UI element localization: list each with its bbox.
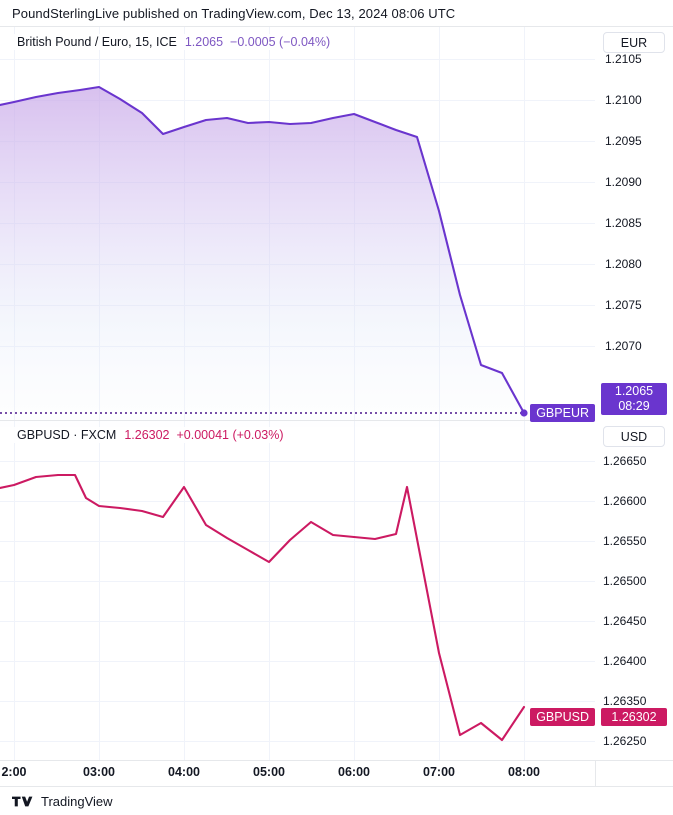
usd-currency-pill[interactable]: USD xyxy=(603,426,665,447)
price-axis: EUR 1.2105 1.2100 1.2095 1.2090 1.2085 1… xyxy=(595,27,673,787)
horizontal-gridline xyxy=(0,541,595,542)
usd-tick: 1.26250 xyxy=(603,734,647,748)
eur-tick: 1.2090 xyxy=(605,175,642,189)
eur-tick: 1.2100 xyxy=(605,93,642,107)
usd-price-badge: 1.26302 xyxy=(601,708,667,726)
eur-price-badge-time: 08:29 xyxy=(618,399,650,413)
gbpeur-legend: British Pound / Euro, 15, ICE 1.2065 −0.… xyxy=(14,34,334,50)
time-label: 04:00 xyxy=(168,765,200,779)
usd-tick: 1.26600 xyxy=(603,494,647,508)
time-label: 2:00 xyxy=(1,765,27,779)
horizontal-gridline xyxy=(0,661,595,662)
horizontal-gridline xyxy=(0,621,595,622)
horizontal-gridline xyxy=(0,461,595,462)
gbpusd-series-tag: GBPUSD xyxy=(530,708,595,726)
gbpeur-last-point xyxy=(520,409,528,417)
horizontal-gridline xyxy=(0,741,595,742)
usd-tick: 1.26500 xyxy=(603,574,647,588)
eur-tick: 1.2095 xyxy=(605,134,642,148)
time-label: 07:00 xyxy=(423,765,455,779)
usd-tick: 1.26650 xyxy=(603,454,647,468)
gbpeur-legend-change: −0.0005 (−0.04%) xyxy=(230,35,331,49)
usd-tick: 1.26400 xyxy=(603,654,647,668)
eur-price-badge: 1.2065 08:29 xyxy=(601,383,667,415)
tradingview-logo-icon xyxy=(12,795,34,808)
time-label: 05:00 xyxy=(253,765,285,779)
gbpusd-legend-title: GBPUSD · FXCM xyxy=(17,428,117,442)
time-label: 08:00 xyxy=(508,765,540,779)
plot-area: GBPEUR GBPUSD British Pound / Euro, 15, … xyxy=(0,27,595,787)
time-axis: 2:00 03:00 04:00 05:00 06:00 07:00 08:00 xyxy=(0,760,673,787)
gbpusd-legend: GBPUSD · FXCM 1.26302 +0.00041 (+0.03%) xyxy=(14,427,287,443)
footer: TradingView xyxy=(0,788,673,815)
gbpeur-series-svg xyxy=(0,85,595,427)
time-axis-separator xyxy=(595,760,596,787)
horizontal-gridline xyxy=(0,701,595,702)
time-axis-bottom-border xyxy=(0,786,673,787)
gbpeur-legend-last: 1.2065 xyxy=(184,35,224,49)
time-label: 03:00 xyxy=(83,765,115,779)
eur-tick: 1.2105 xyxy=(605,52,642,66)
gbpeur-legend-title: British Pound / Euro, 15, ICE xyxy=(17,35,177,49)
usd-tick: 1.26550 xyxy=(603,534,647,548)
vertical-gridline xyxy=(524,27,525,760)
usd-tick: 1.26450 xyxy=(603,614,647,628)
horizontal-gridline xyxy=(0,100,595,101)
horizontal-gridline xyxy=(0,501,595,502)
eur-currency-pill[interactable]: EUR xyxy=(603,32,665,53)
gbpeur-line xyxy=(0,85,526,415)
attribution-bar: PoundSterlingLive published on TradingVi… xyxy=(0,0,673,26)
gbpusd-series-svg xyxy=(0,473,526,742)
eur-tick: 1.2080 xyxy=(605,257,642,271)
gbpusd-line xyxy=(0,473,526,742)
time-axis-top-border xyxy=(0,760,673,761)
eur-tick: 1.2070 xyxy=(605,339,642,353)
eur-tick: 1.2075 xyxy=(605,298,642,312)
gbpusd-legend-change: +0.00041 (+0.03%) xyxy=(176,428,284,442)
gbpeur-series-tag: GBPEUR xyxy=(530,404,595,422)
gbpeur-area-fill xyxy=(0,87,524,427)
pane-divider xyxy=(0,420,673,421)
chart-frame: GBPEUR GBPUSD British Pound / Euro, 15, … xyxy=(0,27,673,787)
attribution-text: PoundSterlingLive published on TradingVi… xyxy=(12,5,456,21)
horizontal-gridline xyxy=(0,59,595,60)
horizontal-gridline xyxy=(0,581,595,582)
attribution-divider xyxy=(0,26,673,27)
gbpusd-legend-last: 1.26302 xyxy=(124,428,170,442)
eur-price-badge-price: 1.2065 xyxy=(614,384,654,398)
eur-tick: 1.2085 xyxy=(605,216,642,230)
usd-tick: 1.26350 xyxy=(603,694,647,708)
tradingview-brand-label: TradingView xyxy=(41,794,113,809)
time-label: 06:00 xyxy=(338,765,370,779)
